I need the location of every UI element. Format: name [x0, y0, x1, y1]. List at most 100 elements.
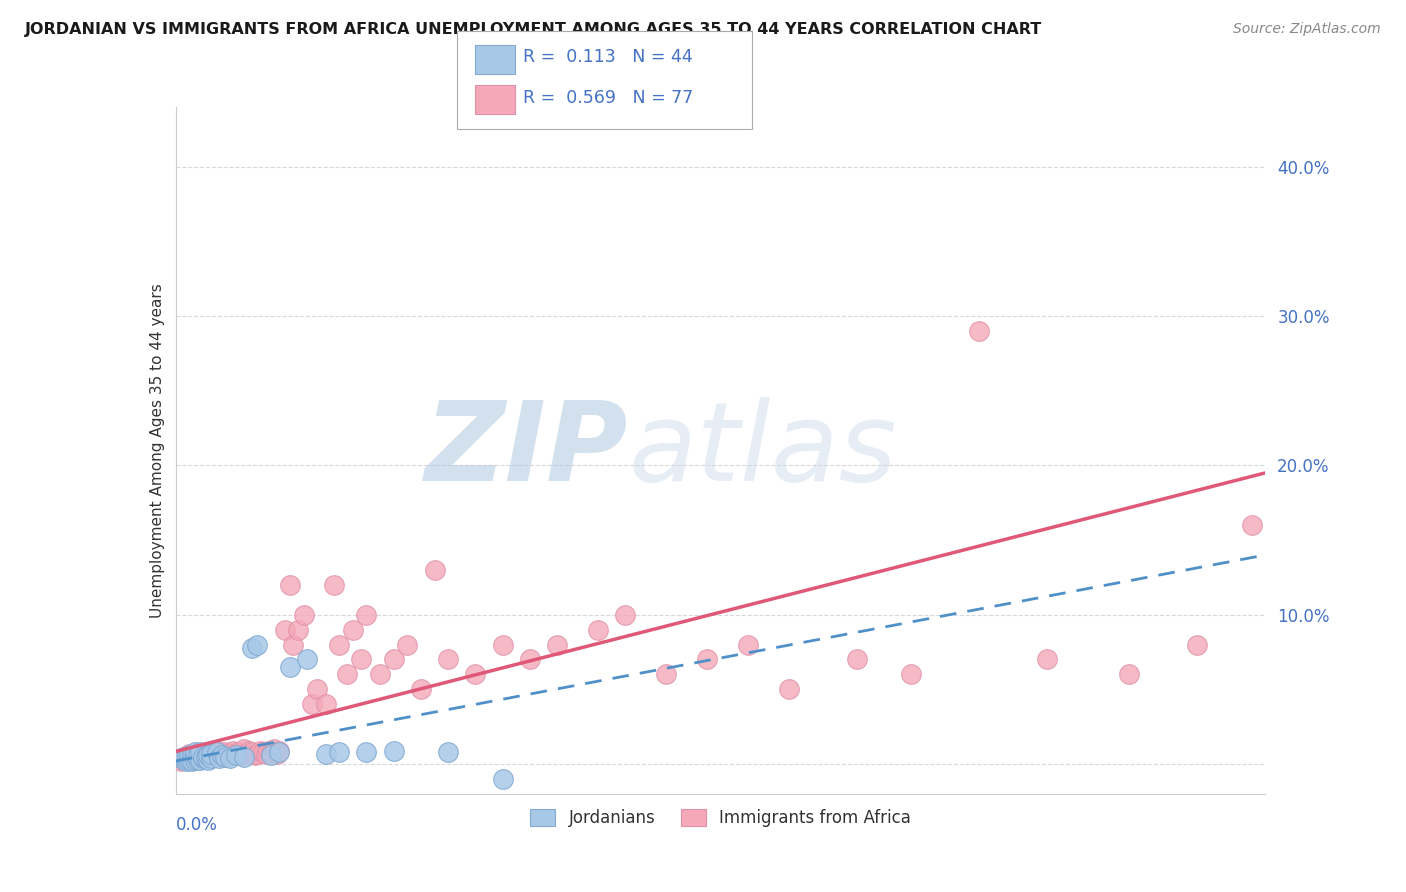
Text: 0.0%: 0.0% — [176, 816, 218, 834]
Point — [173, 749, 195, 764]
Point — [246, 638, 269, 652]
Text: atlas: atlas — [628, 397, 897, 504]
Point — [778, 682, 800, 697]
Point — [257, 743, 280, 757]
Point — [205, 747, 228, 762]
Point — [382, 743, 405, 757]
Point — [307, 682, 329, 697]
Point — [278, 578, 301, 592]
Point — [194, 749, 217, 764]
Point — [254, 747, 277, 761]
Point — [179, 747, 201, 762]
Point — [240, 745, 263, 759]
Point — [200, 751, 222, 765]
Point — [181, 747, 204, 762]
Point — [184, 745, 207, 759]
Point — [969, 324, 991, 338]
Point — [900, 667, 922, 681]
Point — [586, 623, 609, 637]
Point — [170, 751, 193, 765]
Point — [368, 667, 391, 681]
Point — [208, 751, 231, 765]
Point — [396, 638, 419, 652]
Point — [179, 753, 201, 767]
Point — [737, 638, 759, 652]
Point — [519, 652, 541, 666]
Text: Source: ZipAtlas.com: Source: ZipAtlas.com — [1233, 22, 1381, 37]
Point — [274, 623, 297, 637]
Point — [214, 745, 236, 759]
Y-axis label: Unemployment Among Ages 35 to 44 years: Unemployment Among Ages 35 to 44 years — [149, 283, 165, 618]
Point — [423, 563, 446, 577]
Point — [179, 747, 201, 761]
Point — [214, 749, 236, 764]
Point — [266, 747, 288, 761]
Point — [197, 747, 219, 762]
Point — [181, 753, 204, 767]
Point — [356, 607, 378, 622]
Point — [186, 747, 209, 761]
Point — [197, 747, 219, 761]
Point — [186, 751, 209, 765]
Point — [197, 753, 219, 767]
Point — [202, 745, 225, 759]
Point — [231, 747, 253, 762]
Point — [292, 607, 315, 622]
Point — [170, 754, 193, 768]
Point — [205, 743, 228, 757]
Point — [225, 747, 247, 761]
Point — [295, 652, 318, 666]
Point — [260, 747, 283, 762]
Point — [188, 745, 211, 759]
Point — [181, 751, 204, 765]
Point — [188, 749, 211, 764]
Point — [492, 772, 515, 786]
Point — [179, 749, 201, 764]
Point — [176, 751, 198, 765]
Point — [238, 743, 260, 757]
Point — [350, 652, 373, 666]
Text: JORDANIAN VS IMMIGRANTS FROM AFRICA UNEMPLOYMENT AMONG AGES 35 TO 44 YEARS CORRE: JORDANIAN VS IMMIGRANTS FROM AFRICA UNEM… — [25, 22, 1043, 37]
Point — [614, 607, 637, 622]
Point — [191, 749, 214, 764]
Point — [205, 745, 228, 759]
Legend: Jordanians, Immigrants from Africa: Jordanians, Immigrants from Africa — [524, 802, 917, 834]
Point — [278, 660, 301, 674]
Point — [194, 747, 217, 762]
Point — [191, 751, 214, 765]
Point — [328, 745, 350, 759]
Point — [281, 638, 304, 652]
Point — [546, 638, 568, 652]
Point — [228, 745, 250, 759]
Point — [243, 747, 266, 762]
Point — [492, 638, 515, 652]
Point — [217, 747, 239, 761]
Point — [1118, 667, 1140, 681]
Point — [269, 745, 291, 759]
Point — [336, 667, 359, 681]
Point — [437, 745, 460, 759]
Point — [249, 743, 271, 757]
Point — [186, 747, 209, 761]
Point — [356, 745, 378, 759]
Point — [437, 652, 460, 666]
Point — [1240, 518, 1263, 533]
Point — [845, 652, 868, 666]
Point — [184, 753, 207, 767]
Point — [186, 753, 209, 767]
Point — [269, 743, 291, 757]
Point — [219, 747, 242, 762]
Point — [176, 754, 198, 768]
Point — [322, 578, 344, 592]
Point — [409, 682, 432, 697]
Point — [200, 747, 222, 761]
Point — [200, 749, 222, 764]
Point — [232, 742, 254, 756]
Point — [173, 753, 195, 767]
Point — [287, 623, 309, 637]
Point — [194, 751, 217, 765]
Point — [181, 754, 204, 768]
Point — [225, 747, 247, 762]
Point — [246, 747, 269, 761]
Point — [263, 742, 285, 756]
